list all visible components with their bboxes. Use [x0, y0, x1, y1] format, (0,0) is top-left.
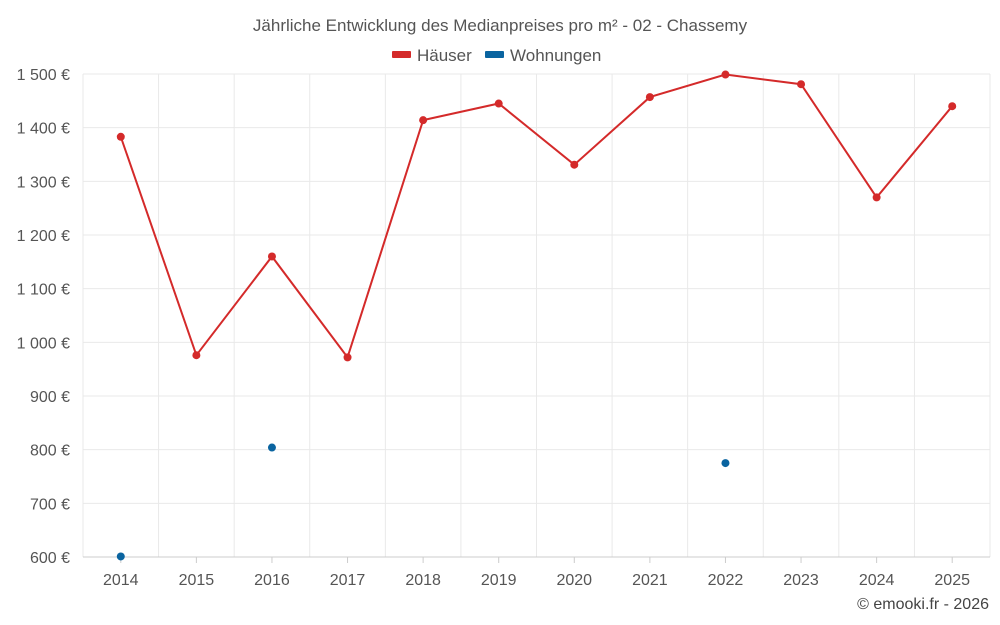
- y-tick-label: 1 400 €: [17, 121, 70, 138]
- data-point-haeuser[interactable]: [343, 353, 352, 362]
- x-tick-label: 2022: [708, 572, 744, 589]
- x-tick-label: 2014: [103, 572, 139, 589]
- x-tick-label: 2018: [405, 572, 441, 589]
- data-point-haeuser[interactable]: [116, 132, 125, 141]
- legend-label: Häuser: [417, 46, 472, 65]
- x-tick-label: 2023: [783, 572, 819, 589]
- x-tick-label: 2015: [179, 572, 215, 589]
- data-point-wohnungen[interactable]: [267, 443, 276, 452]
- credit-text: © emooki.fr - 2026: [857, 596, 989, 613]
- x-tick-label: 2019: [481, 572, 517, 589]
- x-tick-label: 2025: [934, 572, 970, 589]
- legend-swatch: [392, 51, 411, 58]
- data-point-haeuser[interactable]: [192, 351, 201, 360]
- data-point-haeuser[interactable]: [872, 193, 881, 202]
- y-tick-label: 1 100 €: [17, 282, 70, 299]
- data-point-haeuser[interactable]: [494, 99, 503, 108]
- series-wohnungen: [116, 443, 730, 561]
- y-tick-label: 1 200 €: [17, 228, 70, 245]
- x-tick-label: 2016: [254, 572, 290, 589]
- y-tick-label: 900 €: [30, 389, 70, 406]
- legend-item-wohnungen[interactable]: Wohnungen: [485, 46, 601, 65]
- series-line-haeuser: [119, 73, 953, 360]
- y-tick-label: 1 000 €: [17, 335, 70, 352]
- series-layer: [116, 70, 957, 561]
- legend-swatch: [485, 51, 504, 58]
- data-point-haeuser[interactable]: [948, 102, 957, 111]
- data-point-wohnungen[interactable]: [116, 552, 125, 561]
- y-tick-label: 1 300 €: [17, 174, 70, 191]
- legend[interactable]: Häuser Wohnungen: [392, 46, 601, 65]
- y-tick-label: 1 500 €: [17, 67, 70, 84]
- y-tick-label: 800 €: [30, 443, 70, 460]
- gridlines: [82, 73, 991, 558]
- axes: 600 € 700 € 800 € 900 € 1 000 € 1 100 € 1 200 …: [17, 67, 990, 589]
- legend-item-haeuser[interactable]: Häuser: [392, 46, 472, 65]
- data-point-haeuser[interactable]: [797, 80, 806, 89]
- legend-label: Wohnungen: [510, 46, 601, 65]
- y-tick-label: 700 €: [30, 496, 70, 513]
- data-point-haeuser[interactable]: [721, 70, 730, 79]
- data-point-haeuser[interactable]: [645, 93, 654, 102]
- x-tick-label: 2021: [632, 572, 668, 589]
- data-point-haeuser[interactable]: [267, 252, 276, 261]
- data-point-haeuser[interactable]: [570, 160, 579, 169]
- data-point-haeuser[interactable]: [419, 116, 428, 125]
- y-tick-label: 600 €: [30, 550, 70, 567]
- x-tick-label: 2020: [556, 572, 592, 589]
- x-tick-label: 2017: [330, 572, 366, 589]
- data-point-wohnungen[interactable]: [721, 459, 730, 468]
- series-haeuser: [116, 70, 957, 362]
- chart-title: Jährliche Entwicklung des Medianpreises …: [253, 16, 748, 35]
- x-tick-label: 2024: [859, 572, 895, 589]
